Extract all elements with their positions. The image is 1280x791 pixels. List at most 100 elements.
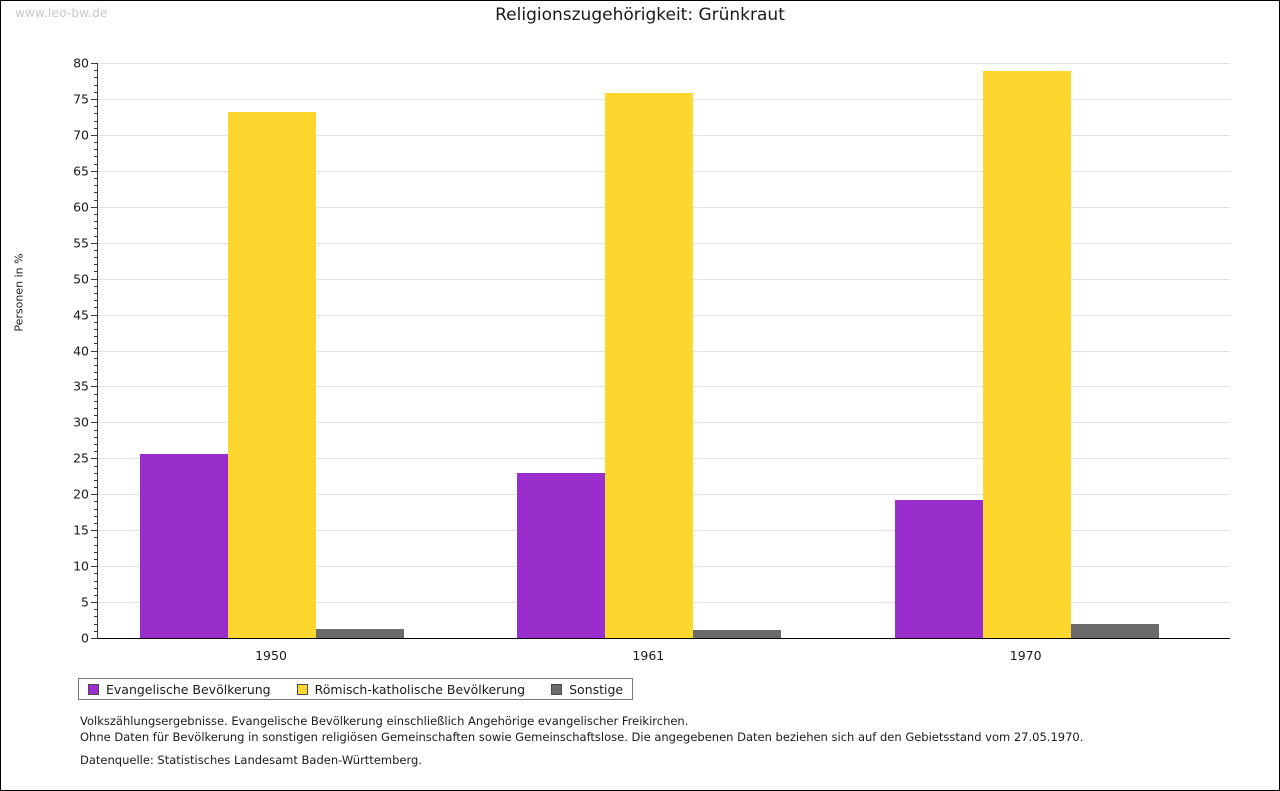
bar[interactable]	[693, 630, 782, 638]
y-axis-minor-tick	[94, 609, 98, 611]
y-axis-minor-tick	[94, 271, 98, 273]
bar[interactable]	[316, 629, 404, 638]
y-axis-minor-tick	[94, 436, 98, 438]
y-axis-minor-tick	[94, 113, 98, 115]
y-axis-minor-tick	[94, 321, 98, 323]
y-axis-minor-tick	[94, 163, 98, 165]
y-axis-tick	[91, 458, 98, 460]
y-axis-minor-tick	[94, 91, 98, 93]
y-axis-minor-tick	[94, 465, 98, 467]
bar-group	[475, 63, 852, 638]
y-axis-minor-tick	[94, 142, 98, 144]
y-axis-tick-label: 5	[81, 594, 89, 610]
y-axis-tick-label: 55	[73, 235, 89, 251]
y-axis-tick-label: 70	[73, 127, 89, 143]
y-axis-minor-tick	[94, 451, 98, 453]
y-axis-tick-label: 65	[73, 163, 89, 179]
x-axis-tick-labels: 1950 1961 1970	[97, 640, 1229, 664]
y-axis-minor-tick	[94, 221, 98, 223]
y-axis-minor-tick	[94, 623, 98, 625]
y-axis-minor-tick	[94, 372, 98, 374]
y-axis-minor-tick	[94, 120, 98, 122]
y-axis-minor-tick	[94, 515, 98, 517]
y-axis-minor-tick	[94, 106, 98, 108]
y-axis-tick-label: 35	[73, 378, 89, 394]
y-axis-minor-tick	[94, 178, 98, 179]
x-axis-tick-label: 1950	[255, 648, 287, 663]
y-axis-tick	[91, 422, 98, 424]
legend-item[interactable]: Evangelische Bevölkerung	[88, 682, 271, 697]
y-axis-minor-tick	[94, 393, 98, 395]
legend-item[interactable]: Sonstige	[551, 682, 623, 697]
y-axis-tick	[91, 386, 98, 388]
y-axis-minor-tick	[94, 149, 98, 151]
bar[interactable]	[517, 472, 606, 638]
y-axis-minor-tick	[94, 379, 98, 381]
y-axis-tick	[91, 494, 98, 496]
bar[interactable]	[605, 93, 694, 638]
y-axis-tick-label: 15	[73, 522, 89, 538]
legend-item[interactable]: Römisch-katholische Bevölkerung	[296, 681, 526, 697]
y-axis-minor-tick	[94, 523, 98, 524]
y-axis-minor-tick	[94, 616, 98, 618]
y-axis-minor-tick	[94, 228, 98, 230]
y-axis-minor-tick	[94, 479, 98, 481]
y-axis-minor-tick	[94, 487, 98, 489]
y-axis-tick	[91, 98, 98, 100]
y-axis-tick	[91, 278, 98, 280]
bar[interactable]	[228, 111, 316, 638]
y-axis-tick	[91, 314, 98, 316]
y-axis-minor-tick	[94, 508, 98, 510]
y-axis-minor-tick	[94, 400, 98, 402]
y-axis-minor-tick	[94, 415, 98, 417]
legend-swatch-icon	[296, 683, 308, 695]
watermark: www.leo-bw.de	[15, 6, 108, 20]
y-axis-minor-tick	[94, 537, 98, 539]
y-axis-minor-tick	[94, 235, 98, 237]
y-axis-minor-tick	[94, 185, 98, 187]
footnote-line: Volkszählungsergebnisse. Evangelische Be…	[80, 714, 689, 728]
x-axis-tick-label: 1961	[632, 648, 665, 663]
y-axis-minor-tick	[94, 357, 98, 359]
y-axis-minor-tick	[94, 156, 98, 158]
y-axis-minor-tick	[94, 343, 98, 345]
y-axis-minor-tick	[94, 300, 98, 302]
y-axis-label: Personen in %	[12, 253, 26, 332]
y-axis-tick-label: 60	[73, 199, 89, 215]
y-axis-tick	[91, 134, 98, 136]
y-axis-minor-tick	[94, 257, 98, 259]
y-axis-tick	[91, 63, 98, 64]
y-axis-minor-tick	[94, 328, 98, 330]
y-axis-minor-tick	[94, 544, 98, 546]
footnotes: Volkszählungsergebnisse. Evangelische Be…	[80, 713, 1200, 745]
y-axis-minor-tick	[94, 127, 98, 129]
y-axis-minor-tick	[94, 587, 98, 589]
y-axis-tick-label: 0	[81, 630, 89, 646]
legend-label: Evangelische Bevölkerung	[106, 681, 271, 697]
legend: Evangelische Bevölkerung Römisch-katholis…	[78, 678, 634, 700]
page-title: Religionszugehörigkeit: Grünkraut	[495, 5, 785, 25]
bar[interactable]	[140, 454, 228, 638]
bar[interactable]	[1070, 623, 1159, 638]
y-axis-minor-tick	[94, 594, 98, 596]
y-axis-tick-label: 25	[73, 450, 89, 466]
y-axis-minor-tick	[94, 551, 98, 553]
y-axis-minor-tick	[94, 264, 98, 266]
y-axis-tick-label: 10	[73, 558, 89, 574]
y-axis-tick	[91, 566, 98, 568]
y-axis-minor-tick	[94, 77, 98, 79]
y-axis-minor-tick	[94, 70, 98, 72]
legend-label: Römisch-katholische Bevölkerung	[314, 681, 526, 697]
bar[interactable]	[982, 70, 1071, 638]
y-axis-tick	[91, 350, 98, 352]
y-axis-minor-tick	[94, 307, 98, 309]
legend-swatch-icon	[88, 683, 99, 695]
y-axis-tick	[91, 602, 98, 604]
y-axis-minor-tick	[94, 364, 98, 366]
y-axis-tick	[91, 638, 98, 639]
y-axis-tick-labels: 0 5 10 15 20 25 30 35 40 45 50 55 60 65 70 75 80	[43, 56, 89, 646]
y-axis-minor-tick	[94, 192, 98, 194]
y-axis-minor-tick	[94, 580, 98, 582]
bar[interactable]	[894, 500, 983, 638]
